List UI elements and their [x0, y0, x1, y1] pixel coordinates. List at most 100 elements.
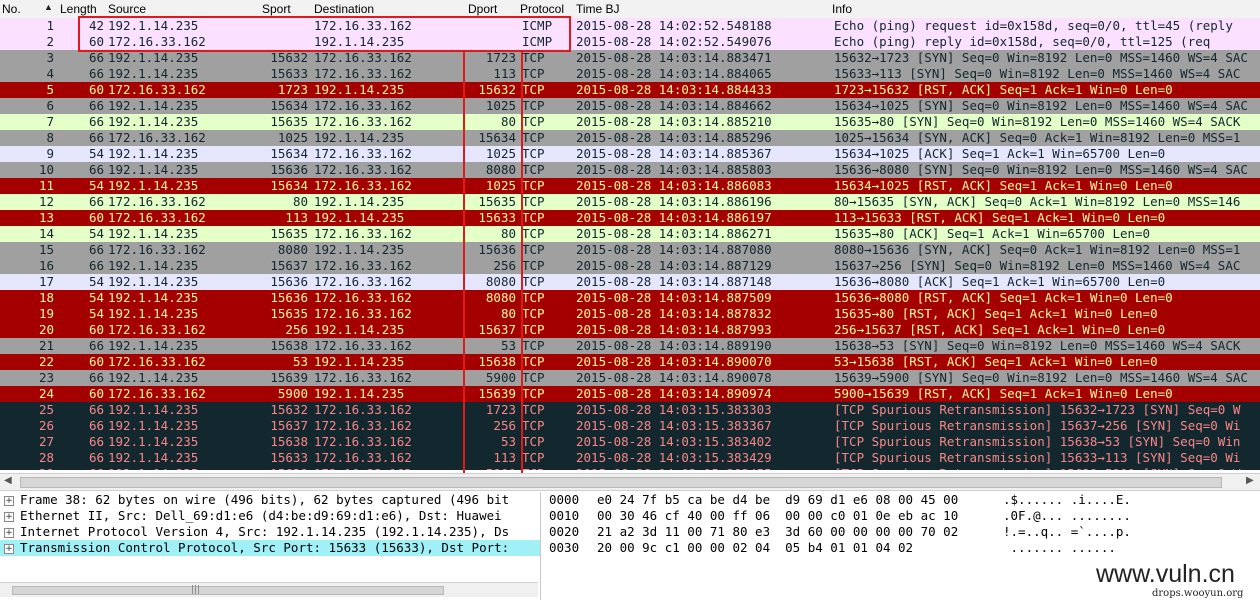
- bytes-offset: 0010: [549, 508, 580, 523]
- cell-time: 2015-08-28 14:03:15.383402: [576, 434, 772, 449]
- details-hscrollbar[interactable]: |||: [0, 582, 538, 597]
- cell-dst: 192.1.14.235: [314, 354, 405, 369]
- cell-proto: TCP: [522, 434, 545, 449]
- table-row[interactable]: 23 66 192.1.14.235 15639 172.16.33.162 5900 TC…: [0, 370, 1260, 386]
- table-row[interactable]: 20 60 172.16.33.162 256 192.1.14.235 15637 TCP…: [0, 322, 1260, 338]
- table-row[interactable]: 24 60 172.16.33.162 5900 192.1.14.235 15639 TC…: [0, 386, 1260, 402]
- cell-dst: 172.16.33.162: [314, 66, 412, 81]
- cell-src: 192.1.14.235: [108, 114, 199, 129]
- col-header-no[interactable]: No.: [2, 2, 21, 16]
- cell-proto: TCP: [522, 450, 545, 465]
- cell-src: 192.1.14.235: [108, 258, 199, 273]
- cell-info: 15636→8080 [ACK] Seq=1 Ack=1 Win=65700 L…: [834, 274, 1166, 289]
- packet-list-hscrollbar[interactable]: ◀ ▶: [0, 473, 1260, 491]
- expand-plus-icon[interactable]: +: [4, 512, 14, 522]
- table-row[interactable]: 18 54 192.1.14.235 15636 172.16.33.162 8080 TC…: [0, 290, 1260, 306]
- cell-dport: 1025: [485, 146, 516, 161]
- cell-dport: 5900: [466, 466, 516, 470]
- col-header-source[interactable]: Source: [108, 2, 147, 16]
- cell-proto: TCP: [522, 194, 545, 209]
- cell-dst: 172.16.33.162: [314, 146, 412, 161]
- cell-dport: 1025: [485, 178, 516, 193]
- table-row[interactable]: 6 66 192.1.14.235 15634 172.16.33.162 1025 TCP…: [0, 98, 1260, 114]
- table-row[interactable]: 8 66 172.16.33.162 1025 192.1.14.235 15634 TCP…: [0, 130, 1260, 146]
- cell-proto: TCP: [522, 178, 545, 193]
- cell-dport: 8080: [485, 290, 516, 305]
- cell-src: 192.1.14.235: [108, 338, 199, 353]
- table-row[interactable]: 14 54 192.1.14.235 15635 172.16.33.162 80 TCP 2…: [0, 226, 1260, 242]
- detail-item-ip[interactable]: + Internet Protocol Version 4, Src: 192.…: [4, 524, 510, 539]
- cell-len: 66: [88, 434, 104, 449]
- cell-dst: 172.16.33.162: [314, 418, 412, 433]
- bytes-hex: 21 a2 3d 11 00 71 80 e3 3d 60 00 00 00 0…: [597, 524, 959, 539]
- cell-sport: 15635: [270, 226, 308, 241]
- detail-item-tcp[interactable]: + Transmission Control Protocol, Src Por…: [0, 540, 540, 556]
- expand-plus-icon[interactable]: +: [4, 528, 14, 538]
- cell-info: 15636→8080 [SYN] Seq=0 Win=8192 Len=0 MS…: [834, 162, 1248, 177]
- table-row[interactable]: 4 66 192.1.14.235 15633 172.16.33.162 113 TCP 2…: [0, 66, 1260, 82]
- col-header-length[interactable]: Length: [60, 2, 97, 16]
- cell-proto: TCP: [522, 306, 545, 321]
- cell-proto: TCP: [522, 274, 545, 289]
- cell-src: 192.1.14.235: [108, 18, 199, 33]
- table-row[interactable]: 17 54 192.1.14.235 15636 172.16.33.162 8080 TC…: [0, 274, 1260, 290]
- cell-sport: 15635: [270, 114, 308, 129]
- table-row[interactable]: 7 66 192.1.14.235 15635 172.16.33.162 80 TCP 20…: [0, 114, 1260, 130]
- cell-sport: 15636: [270, 290, 308, 305]
- col-header-info[interactable]: Info: [832, 2, 853, 16]
- table-row[interactable]: 16 66 192.1.14.235 15637 172.16.33.162 256 TCP…: [0, 258, 1260, 274]
- table-row[interactable]: 12 66 172.16.33.162 80 192.1.14.235 15635 TCP 2…: [0, 194, 1260, 210]
- table-row[interactable]: 25 66 192.1.14.235 15632 172.16.33.162 1723 TC…: [0, 402, 1260, 418]
- detail-item-frame[interactable]: + Frame 38: 62 bytes on wire (496 bits),…: [4, 492, 510, 507]
- expand-plus-icon[interactable]: +: [4, 496, 14, 506]
- table-row[interactable]: 26 66 192.1.14.235 15637 172.16.33.162 256 TCP…: [0, 418, 1260, 434]
- table-row[interactable]: 28 66 192.1.14.235 15633 172.16.33.162 113 TCP…: [0, 450, 1260, 466]
- cell-sport: 15638: [270, 338, 308, 353]
- packet-details-pane[interactable]: + Frame 38: 62 bytes on wire (496 bits),…: [0, 492, 541, 600]
- cell-sport: 15636: [270, 162, 308, 177]
- table-row[interactable]: 2 60 172.16.33.162 192.1.14.235 ICMP 2015-08-…: [0, 34, 1260, 50]
- cell-no: 8: [46, 130, 54, 145]
- cell-src: 192.1.14.235: [108, 178, 199, 193]
- bytes-hex: 20 00 9c c1 00 00 02 04 05 b4 01 01 04 0…: [597, 540, 914, 555]
- details-scroll-thumb[interactable]: |||: [12, 585, 444, 595]
- table-row[interactable]: 3 66 192.1.14.235 15632 172.16.33.162 1723 TCP…: [0, 50, 1260, 66]
- cell-dport: 15632: [478, 82, 516, 97]
- cell-dst: 172.16.33.162: [314, 226, 412, 241]
- cell-sport: 256: [285, 322, 308, 337]
- col-header-dport[interactable]: Dport: [468, 2, 498, 16]
- packet-list-pane[interactable]: No. ▲ Length Source Sport Destination Dp…: [0, 0, 1260, 470]
- table-row[interactable]: 11 54 192.1.14.235 15634 172.16.33.162 1025 TC…: [0, 178, 1260, 194]
- scroll-left-icon[interactable]: ◀: [4, 475, 12, 486]
- table-row[interactable]: 27 66 192.1.14.235 15638 172.16.33.162 53 TCP 2…: [0, 434, 1260, 450]
- cell-sport: 53: [292, 354, 308, 369]
- table-row[interactable]: 22 60 172.16.33.162 53 192.1.14.235 15638 TCP 2…: [0, 354, 1260, 370]
- col-header-time[interactable]: Time BJ: [576, 2, 620, 16]
- col-header-protocol[interactable]: Protocol: [520, 2, 565, 16]
- table-row[interactable]: 13 60 172.16.33.162 113 192.1.14.235 15633 TCP…: [0, 210, 1260, 226]
- cell-time: 2015-08-28 14:03:14.884662: [576, 98, 772, 113]
- table-row[interactable]: 21 66 192.1.14.235 15638 172.16.33.162 53 TCP 2…: [0, 338, 1260, 354]
- cell-no: 11: [38, 178, 54, 193]
- cell-dst: 192.1.14.235: [314, 82, 405, 97]
- table-row[interactable]: 5 60 172.16.33.162 1723 192.1.14.235 15632 TCP…: [0, 82, 1260, 98]
- packet-bytes-pane[interactable]: 0000 e0 24 7f b5 ca be d4 be d9 69 d1 e6…: [545, 492, 1260, 600]
- col-header-sport[interactable]: Sport: [262, 2, 291, 16]
- table-row[interactable]: 19 54 192.1.14.235 15635 172.16.33.162 80 TCP 2…: [0, 306, 1260, 322]
- expand-plus-icon[interactable]: +: [4, 544, 14, 554]
- scroll-right-icon[interactable]: ▶: [1246, 475, 1254, 486]
- col-header-destination[interactable]: Destination: [314, 2, 375, 16]
- cell-no: 5: [46, 82, 54, 97]
- cell-len: 60: [88, 386, 104, 401]
- table-row[interactable]: 10 66 192.1.14.235 15636 172.16.33.162 8080 TC…: [0, 162, 1260, 178]
- table-row[interactable]: 15 66 172.16.33.162 8080 192.1.14.235 15636 TC…: [0, 242, 1260, 258]
- cell-dst: 172.16.33.162: [314, 466, 464, 470]
- cell-time: 2015-08-28 14:03:14.887832: [576, 306, 772, 321]
- detail-item-ethernet[interactable]: + Ethernet II, Src: Dell_69:d1:e6 (d4:be…: [4, 508, 502, 523]
- scroll-thumb[interactable]: [20, 477, 1222, 488]
- cell-sport: 15632: [270, 50, 308, 65]
- table-row[interactable]: 1 42 192.1.14.235 172.16.33.162 ICMP 2015-08-…: [0, 18, 1260, 34]
- table-row[interactable]: 9 54 192.1.14.235 15634 172.16.33.162 1025 TCP…: [0, 146, 1260, 162]
- cell-sport: 15634: [270, 178, 308, 193]
